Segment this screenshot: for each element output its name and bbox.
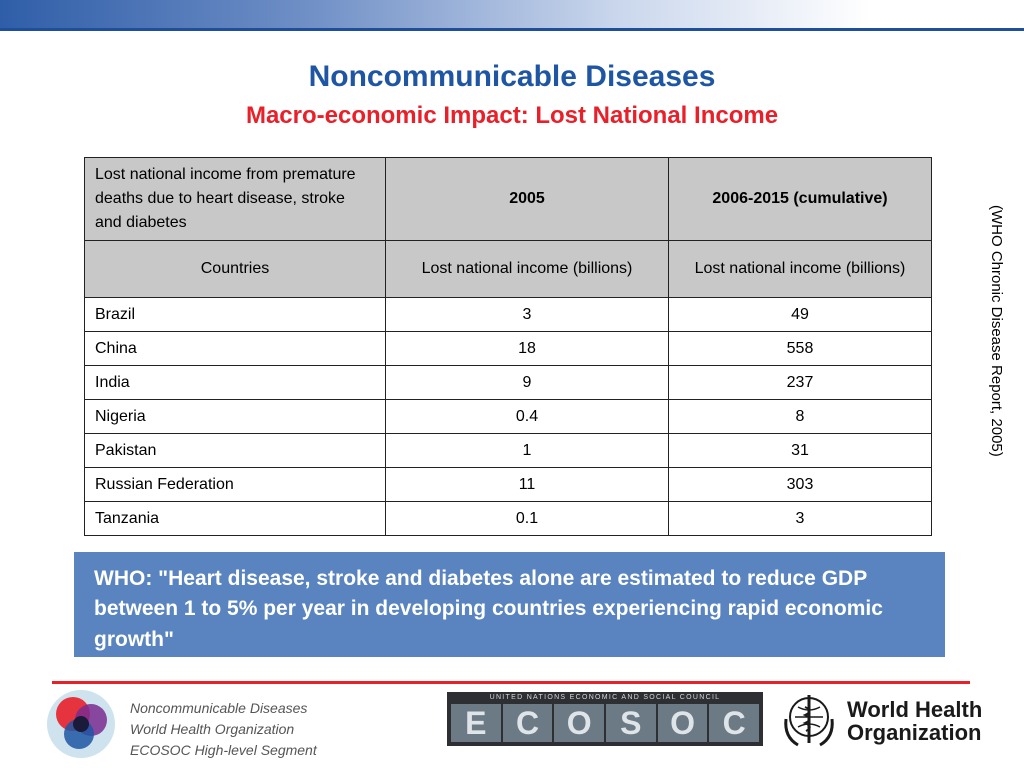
table-row: India 9 237 bbox=[84, 365, 932, 400]
top-gradient-bar bbox=[0, 0, 1024, 30]
ecosoc-tile: O bbox=[657, 704, 708, 742]
value-cumulative-cell: 558 bbox=[668, 331, 932, 366]
table-row: Pakistan 1 31 bbox=[84, 433, 932, 468]
value-2005-cell: 0.1 bbox=[385, 501, 669, 536]
table-row: Nigeria 0.4 8 bbox=[84, 399, 932, 434]
footer-line-3: ECOSOC High-level Segment bbox=[130, 742, 317, 758]
footer-line-2: World Health Organization bbox=[130, 721, 295, 737]
ecosoc-letter: O bbox=[670, 705, 695, 741]
country-cell: Pakistan bbox=[84, 433, 386, 468]
ecosoc-letter: C bbox=[515, 705, 540, 741]
ecosoc-letter: E bbox=[465, 705, 487, 741]
value-cumulative-cell: 8 bbox=[668, 399, 932, 434]
value-2005-cell: 11 bbox=[385, 467, 669, 502]
value-2005-cell: 3 bbox=[385, 297, 669, 332]
slide-title: Noncommunicable Diseases bbox=[308, 60, 716, 93]
table-row: Russian Federation 11 303 bbox=[84, 467, 932, 502]
ecosoc-letter: S bbox=[620, 705, 642, 741]
value-cumulative-cell: 303 bbox=[668, 467, 932, 502]
lost-income-table: Lost national income from premature deat… bbox=[84, 157, 932, 536]
ecosoc-letter: C bbox=[722, 705, 746, 741]
ecosoc-tile: C bbox=[502, 704, 553, 742]
header-2005: 2005 bbox=[385, 157, 669, 241]
ecosoc-tile: O bbox=[554, 704, 605, 742]
ecosoc-letter-tiles: E C O S O C bbox=[451, 704, 760, 742]
ecosoc-banner-logo: UNITED NATIONS ECONOMIC AND SOCIAL COUNC… bbox=[447, 692, 763, 746]
footer-text-block: Noncommunicable Diseases World Health Or… bbox=[130, 698, 317, 761]
value-cumulative-cell: 31 bbox=[668, 433, 932, 468]
who-wordmark-line-1: World Health bbox=[847, 697, 983, 722]
who-wordmark: World Health Organization bbox=[847, 698, 982, 744]
value-2005-cell: 9 bbox=[385, 365, 669, 400]
table-subheader-row: Countries Lost national income (billions… bbox=[84, 240, 932, 298]
ecosoc-council-caption: UNITED NATIONS ECONOMIC AND SOCIAL COUNC… bbox=[489, 694, 721, 701]
table-header-row: Lost national income from premature deat… bbox=[84, 157, 932, 241]
header-cumulative: 2006-2015 (cumulative) bbox=[668, 157, 932, 241]
subheader-2005: Lost national income (billions) bbox=[385, 240, 669, 298]
table-row: Tanzania 0.1 3 bbox=[84, 501, 932, 536]
who-wordmark-line-2: Organization bbox=[847, 720, 982, 746]
table-row: Brazil 3 49 bbox=[84, 297, 932, 332]
country-cell: India bbox=[84, 365, 386, 400]
table-row: China 18 558 bbox=[84, 331, 932, 366]
footer-line-1: Noncommunicable Diseases bbox=[130, 700, 308, 716]
slide-subtitle: Macro-economic Impact: Lost National Inc… bbox=[245, 102, 779, 129]
source-citation: (WHO Chronic Disease Report, 2005) bbox=[988, 205, 1005, 457]
ecosoc-tile: S bbox=[606, 704, 656, 742]
ncd-circles-logo-icon bbox=[47, 690, 115, 758]
country-cell: Brazil bbox=[84, 297, 386, 332]
subheader-cumulative: Lost national income (billions) bbox=[668, 240, 932, 298]
value-cumulative-cell: 49 bbox=[668, 297, 932, 332]
header-description: Lost national income from premature deat… bbox=[84, 157, 386, 241]
who-emblem-icon bbox=[784, 695, 834, 747]
value-cumulative-cell: 3 bbox=[668, 501, 932, 536]
subheader-countries: Countries bbox=[84, 240, 386, 298]
value-2005-cell: 1 bbox=[385, 433, 669, 468]
ecosoc-tile: C bbox=[709, 704, 760, 742]
ecosoc-letter: O bbox=[566, 705, 592, 741]
country-cell: Nigeria bbox=[84, 399, 386, 434]
quote-text: WHO: "Heart disease, stroke and diabetes… bbox=[94, 567, 883, 651]
country-cell: Tanzania bbox=[84, 501, 386, 536]
top-rule bbox=[0, 28, 1024, 31]
value-2005-cell: 18 bbox=[385, 331, 669, 366]
quote-box: WHO: "Heart disease, stroke and diabetes… bbox=[74, 552, 945, 657]
ecosoc-tile: E bbox=[451, 704, 501, 742]
value-cumulative-cell: 237 bbox=[668, 365, 932, 400]
country-cell: Russian Federation bbox=[84, 467, 386, 502]
footer-rule bbox=[52, 681, 970, 684]
country-cell: China bbox=[84, 331, 386, 366]
value-2005-cell: 0.4 bbox=[385, 399, 669, 434]
